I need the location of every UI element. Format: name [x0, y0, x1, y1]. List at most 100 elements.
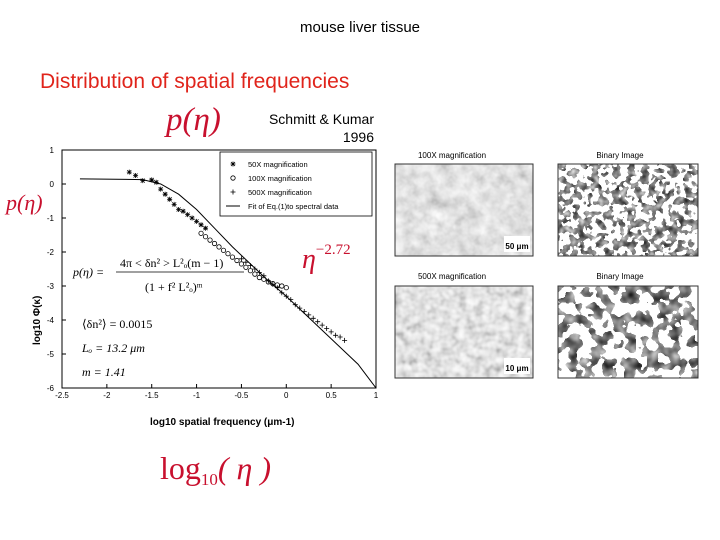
- plot-frame: [61, 149, 377, 389]
- power-law-exponent: η−2.72: [302, 242, 351, 276]
- param-lo: Lₒ = 13.2 μm: [81, 341, 145, 355]
- data-point: [234, 257, 240, 264]
- data-point: [203, 225, 209, 231]
- data-point: [171, 201, 177, 207]
- attribution: Schmitt & Kumar 1996: [250, 110, 374, 146]
- data-point: [243, 264, 249, 270]
- p-eta-label-top: p(η): [166, 102, 221, 138]
- slide-heading: Distribution of spatial frequencies: [40, 70, 350, 93]
- data-point: [198, 222, 204, 228]
- legend-swatch: [230, 161, 236, 167]
- scalebar-500x: 10 μm: [505, 364, 528, 373]
- x-log-sub: 10: [200, 470, 218, 489]
- x-tick-label: 0.5: [326, 391, 338, 400]
- data-point: [202, 234, 209, 240]
- data-point: [252, 266, 258, 272]
- data-point: [319, 322, 325, 328]
- data-point: [216, 244, 222, 250]
- exponent-base: η: [302, 244, 316, 275]
- y-tick-label: -1: [47, 214, 55, 223]
- legend-swatch: [230, 175, 236, 181]
- data-point: [207, 237, 213, 243]
- data-point: [176, 207, 182, 212]
- x-tick-label: -1.5: [145, 391, 159, 400]
- scalebar-100x: 50 μm: [505, 242, 528, 251]
- binary-image-1: [558, 164, 698, 256]
- y-tick-label: 0: [50, 180, 55, 189]
- p-eta-label-left: p(η): [6, 190, 43, 215]
- data-point: [279, 283, 285, 289]
- data-point: [256, 274, 262, 281]
- data-point: [133, 173, 139, 178]
- data-point: [149, 177, 155, 183]
- data-point: [189, 215, 195, 221]
- fit-line: [79, 178, 377, 389]
- x-tick-label: 1: [374, 391, 379, 400]
- x-tick-label: -1: [193, 391, 201, 400]
- x-log-label: log10( η ): [160, 450, 271, 490]
- data-point: [315, 319, 321, 325]
- y-tick-label: -3: [47, 282, 55, 291]
- data-point: [158, 186, 164, 192]
- y-tick-label: 1: [50, 146, 55, 155]
- binary-image-2: [558, 286, 698, 378]
- data-point: [126, 169, 132, 175]
- y-tick-label: -4: [47, 316, 55, 325]
- x-tick-label: 0: [284, 391, 289, 400]
- equation-numerator: 4π < δn² > L²ₒ(m − 1): [120, 256, 223, 270]
- data-point: [261, 273, 267, 279]
- data-point: [229, 254, 236, 260]
- legend-swatch: [230, 189, 236, 195]
- legend-label: 50X magnification: [248, 160, 308, 169]
- legend-box: [219, 151, 373, 217]
- data-point: [225, 251, 231, 257]
- data-point: [288, 297, 294, 303]
- param-m: m = 1.41: [82, 365, 126, 379]
- x-tick-label: -2.5: [55, 391, 69, 400]
- data-point: [211, 240, 218, 247]
- data-point: [333, 332, 339, 338]
- data-point: [247, 268, 253, 274]
- y-tick-label: -5: [47, 350, 55, 359]
- scalebar-bg-500x: [504, 358, 530, 374]
- legend-label: 100X magnification: [248, 174, 312, 183]
- spectrum-chart: -2.5 -2 -1.5 -1 -0.5 0 0.5 1 1 0 -1 -2 -3 -4 -5 -6 50X …: [32, 146, 379, 428]
- legend-label: 500X magnification: [248, 188, 312, 197]
- data-point: [185, 212, 191, 218]
- image-title-500x: 500X magnification: [418, 272, 486, 281]
- data-point: [337, 334, 343, 340]
- slide-caption: mouse liver tissue: [299, 19, 421, 36]
- data-point: [180, 208, 186, 214]
- data-point: [198, 230, 204, 236]
- data-point: [306, 312, 312, 318]
- data-point: [324, 326, 330, 331]
- data-point: [328, 329, 334, 335]
- x-tick-label: -2: [103, 391, 111, 400]
- x-log-text: log: [160, 450, 201, 486]
- data-point: [220, 247, 227, 253]
- param-dn2: ⟨δn²⟩ = 0.0015: [82, 317, 152, 331]
- legend: 50X magnification 100X magnification 500X …: [219, 151, 373, 217]
- data-point: [310, 315, 316, 321]
- scalebar-bg-100x: [504, 236, 530, 252]
- micrograph-panel: 100X magnification 50 μm Binary Image 50…: [394, 151, 699, 379]
- image-title-binary-1: Binary Image: [596, 151, 644, 160]
- data-point: [194, 218, 200, 224]
- data-point: [162, 191, 168, 197]
- data-point: [297, 305, 303, 311]
- y-tick-label: -2: [47, 248, 55, 257]
- y-tick-label: -6: [47, 384, 55, 393]
- data-point: [243, 259, 249, 265]
- data-point: [140, 178, 146, 184]
- x-log-arg: ( η ): [217, 450, 272, 486]
- data-point: [342, 337, 348, 343]
- y-axis-label: log10 Φ(κ): [32, 296, 43, 345]
- data-point: [283, 285, 289, 291]
- attribution-year: 1996: [342, 129, 374, 145]
- data-point: [238, 256, 244, 262]
- x-tick-label: -0.5: [235, 391, 249, 400]
- data-point: [252, 271, 258, 277]
- equation: p(η) = 4π < δn² > L²ₒ(m − 1) (1 + f² L²ₒ…: [72, 256, 244, 379]
- exponent-power: −2.72: [315, 242, 351, 258]
- equation-denominator: (1 + f² L²ₒ)ᵐ: [145, 280, 203, 294]
